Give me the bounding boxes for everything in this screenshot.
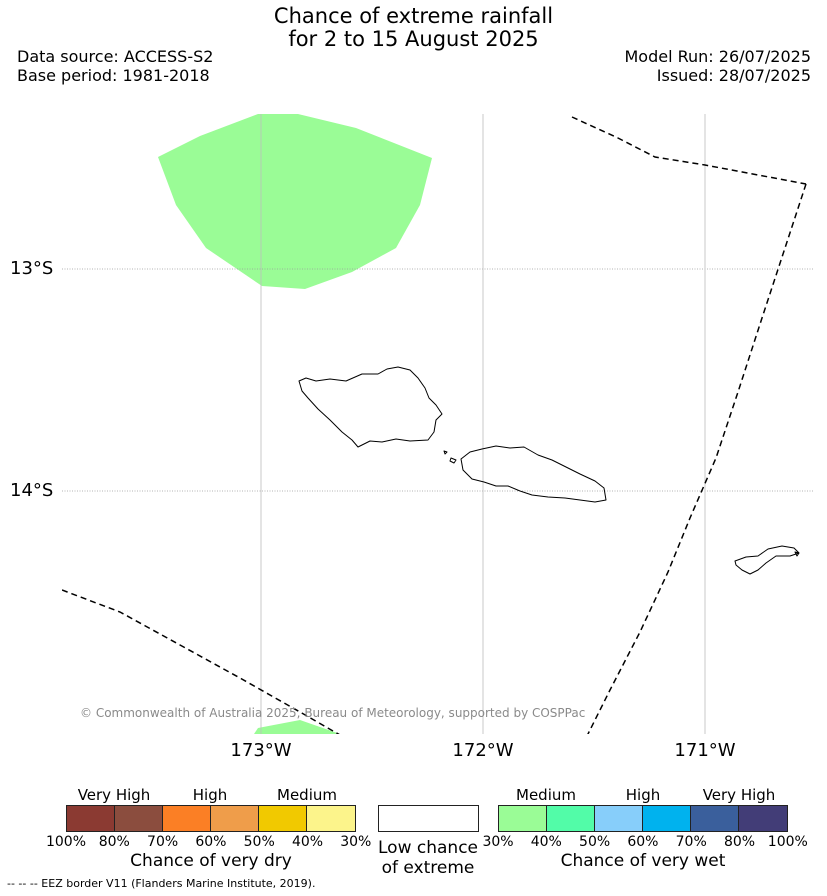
dry-tick-label: 80% — [98, 834, 130, 850]
wet-colorbar — [498, 805, 788, 832]
dry-tick-label: 60% — [195, 834, 227, 850]
dry-swatch-1 — [115, 806, 163, 831]
eez-border-southwest — [62, 589, 340, 734]
wet-tick-label: 30% — [482, 834, 514, 850]
model-run-text: Model Run: 26/07/2025 — [624, 47, 812, 66]
wet-swatch-3 — [643, 806, 691, 831]
copyright-credit: © Commonwealth of Australia 2025, Bureau… — [80, 706, 586, 720]
wet-header-high: High — [625, 786, 661, 804]
wet-header-very-high: Very High — [702, 786, 776, 804]
wet-header-medium: Medium — [516, 786, 576, 804]
lat-label-14s: 14°S — [10, 480, 54, 501]
meta-left: Data source: ACCESS-S2 Base period: 1981… — [17, 47, 213, 85]
lat-label-13s: 13°S — [10, 258, 54, 279]
map-canvas — [62, 114, 814, 734]
wet-tick-label: 50% — [579, 834, 611, 850]
lon-label-171w: 171°W — [674, 740, 736, 761]
data-source-text: Data source: ACCESS-S2 — [17, 47, 214, 66]
dry-swatch-3 — [211, 806, 259, 831]
dry-swatch-4 — [259, 806, 307, 831]
lat-gridlines — [62, 268, 814, 492]
wet-region-north — [158, 114, 432, 289]
map-title-line2: for 2 to 15 August 2025 — [288, 27, 539, 51]
upolu-island — [460, 445, 607, 503]
dry-tick-label: 100% — [45, 834, 87, 850]
wet-swatch-5 — [739, 806, 787, 831]
wet-swatch-4 — [691, 806, 739, 831]
dry-tick-label: 30% — [340, 834, 372, 850]
lon-gridlines — [260, 114, 706, 734]
lon-label-173w: 173°W — [230, 740, 292, 761]
wet-tick-label: 40% — [530, 834, 562, 850]
aunuu-islet — [794, 551, 800, 557]
wet-colorbar-row — [499, 806, 787, 831]
wet-tick-label: 100% — [767, 834, 808, 850]
tutuila-island — [734, 545, 800, 575]
savaii-island — [298, 366, 443, 448]
wet-tick-label: 60% — [627, 834, 659, 850]
meta-right: Model Run: 26/07/2025 Issued: 28/07/2025 — [625, 47, 812, 85]
dry-header-very-high: Very High — [77, 786, 151, 804]
dry-header-high: High — [192, 786, 228, 804]
apolima-islet — [443, 450, 448, 455]
manono-islet — [449, 457, 457, 464]
dry-tick-label: 70% — [147, 834, 179, 850]
dry-tick-label: 40% — [291, 834, 324, 850]
lon-label-172w: 172°W — [452, 740, 514, 761]
eez-border-east — [587, 183, 807, 734]
dry-swatch-2 — [163, 806, 211, 831]
wet-caption: Chance of very wet — [560, 851, 726, 871]
dry-colorbar-row — [67, 806, 355, 831]
low-chance-caption-line2: of extreme — [381, 858, 475, 878]
low-chance-caption-line1: Low chance — [378, 838, 478, 858]
wet-tick-label: 80% — [723, 834, 756, 850]
low-chance-swatch — [378, 805, 479, 832]
base-period-text: Base period: 1981-2018 — [17, 66, 210, 85]
wet-region-south — [254, 720, 340, 734]
wet-swatch-1 — [547, 806, 595, 831]
wet-tick-label: 70% — [675, 834, 707, 850]
map-title-line1: Chance of extreme rainfall — [273, 4, 554, 28]
dry-colorbar — [66, 805, 356, 832]
wet-swatch-0 — [499, 806, 547, 831]
dry-swatch-5 — [307, 806, 355, 831]
issued-text: Issued: 28/07/2025 — [656, 66, 811, 85]
wet-swatch-2 — [595, 806, 643, 831]
islands — [298, 366, 800, 575]
dry-header-medium: Medium — [277, 786, 337, 804]
dry-tick-label: 50% — [243, 834, 275, 850]
dry-swatch-0 — [67, 806, 115, 831]
dry-caption: Chance of very dry — [130, 851, 292, 871]
eez-border-northeast — [571, 116, 807, 185]
wet-ticks: 30% 40% 50% 60% 70% 80% 100% — [473, 834, 813, 852]
dry-ticks: 100% 80% 70% 60% 50% 40% 30% — [41, 834, 381, 852]
eez-footnote: -- -- -- EEZ border V11 (Flanders Marine… — [7, 877, 316, 890]
eez-borders — [62, 116, 807, 734]
